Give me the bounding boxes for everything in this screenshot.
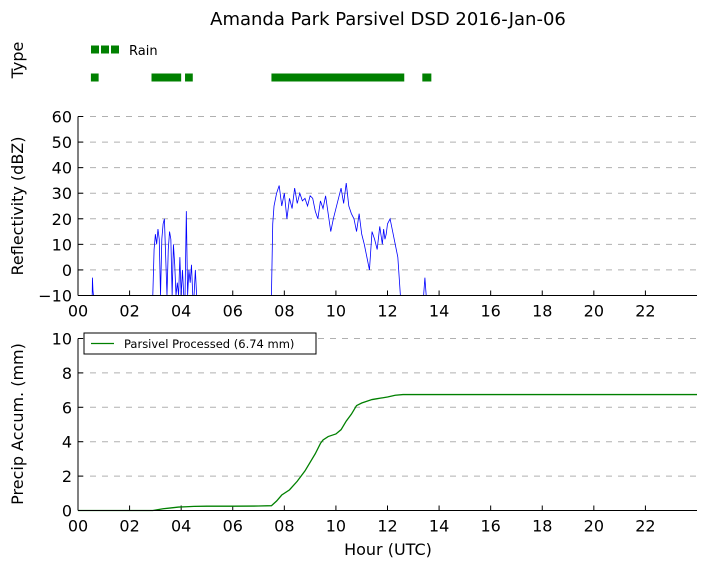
- rain-legend-marker: [101, 45, 109, 54]
- precip-legend-label: Parsivel Processed (6.74 mm): [124, 337, 294, 351]
- precip-y-tick-label: 8: [62, 364, 72, 383]
- precip-x-tick-label: 04: [171, 517, 191, 536]
- rain-bars: [90, 73, 432, 82]
- precip-y-tick-label: 0: [62, 502, 72, 521]
- refl-x-tick-label: 10: [326, 302, 346, 321]
- precip-series-line: [78, 393, 697, 512]
- refl-y-tick-label: 10: [52, 235, 72, 254]
- precip-y-tick-label: 2: [62, 467, 72, 486]
- precip-x-tick-label: 18: [532, 517, 552, 536]
- precip-x-axis-label: Hour (UTC): [344, 540, 432, 559]
- rain-interval-bar: [151, 73, 182, 82]
- precip-x-tick-label: 10: [326, 517, 346, 536]
- precip-axis-label: Precip Accum. (mm): [8, 343, 27, 505]
- type-axis-label: Type: [8, 42, 27, 80]
- reflectivity-y-ticks: −10 0 10 20 30 40 50 60: [38, 108, 83, 306]
- refl-x-tick-label: 20: [584, 302, 604, 321]
- refl-x-tick-label: 02: [119, 302, 139, 321]
- refl-x-tick-label: 06: [223, 302, 243, 321]
- refl-x-tick-label: 16: [480, 302, 500, 321]
- rain-interval-bar: [90, 73, 99, 82]
- rain-legend-swatch: [91, 45, 119, 54]
- precip-y-ticks: 0 2 4 6 8 10: [52, 330, 83, 521]
- rain-interval-bar: [185, 73, 193, 82]
- precip-y-tick-label: 10: [52, 330, 72, 349]
- rain-legend-label: Rain: [129, 44, 158, 59]
- refl-y-tick-label: 40: [52, 159, 72, 178]
- rain-legend-marker: [91, 45, 99, 54]
- refl-x-tick-label: 22: [635, 302, 655, 321]
- precip-y-tick-label: 4: [62, 433, 72, 452]
- refl-x-tick-label: 04: [171, 302, 191, 321]
- precip-x-tick-label: 20: [584, 517, 604, 536]
- reflectivity-axis-lines: [77, 116, 697, 296]
- refl-x-tick-label: 14: [429, 302, 449, 321]
- rain-legend-marker: [111, 45, 119, 54]
- refl-y-tick-label: 30: [52, 184, 72, 203]
- type-panel: Type Rain: [8, 42, 432, 82]
- precip-x-tick-label: 16: [480, 517, 500, 536]
- refl-x-tick-label: 08: [274, 302, 294, 321]
- precip-x-tick-label: 22: [635, 517, 655, 536]
- refl-y-tick-label: 60: [52, 108, 72, 127]
- reflectivity-series-line: [78, 182, 697, 296]
- refl-y-tick-label: 0: [62, 261, 72, 280]
- precip-x-tick-label: 08: [274, 517, 294, 536]
- precip-x-ticks: 00 02 04 06 08 10 12 14 16 18 20 22: [68, 505, 656, 536]
- refl-y-tick-label: 20: [52, 210, 72, 229]
- precip-x-tick-label: 00: [68, 517, 88, 536]
- refl-x-tick-label: 00: [68, 302, 88, 321]
- precip-axis-lines: [77, 338, 697, 511]
- reflectivity-x-ticks: 00 02 04 06 08 10 12 14 16 18 20 22: [68, 290, 656, 321]
- precip-legend: Parsivel Processed (6.74 mm): [83, 332, 317, 355]
- rain-interval-bar: [422, 73, 432, 82]
- refl-x-tick-label: 12: [377, 302, 397, 321]
- reflectivity-axis-label: Reflectivity (dBZ): [8, 137, 27, 276]
- precip-x-tick-label: 02: [119, 517, 139, 536]
- type-legend: Rain: [91, 44, 158, 59]
- reflectivity-panel: −10 0 10 20 30 40 50 60 00 02 04 06 08 10 12 14 16 18 20 2…: [8, 108, 697, 321]
- chart-title: Amanda Park Parsivel DSD 2016-Jan-06: [210, 9, 566, 30]
- precip-x-tick-label: 12: [377, 517, 397, 536]
- precip-x-tick-label: 06: [223, 517, 243, 536]
- refl-x-tick-label: 18: [532, 302, 552, 321]
- precip-grid: [78, 338, 697, 477]
- precip-x-tick-label: 14: [429, 517, 449, 536]
- refl-y-tick-label: 50: [52, 133, 72, 152]
- refl-y-tick-label: −10: [38, 287, 72, 306]
- rain-interval-bar: [271, 73, 405, 82]
- precip-legend-box: [83, 332, 317, 355]
- precip-y-tick-label: 6: [62, 398, 72, 417]
